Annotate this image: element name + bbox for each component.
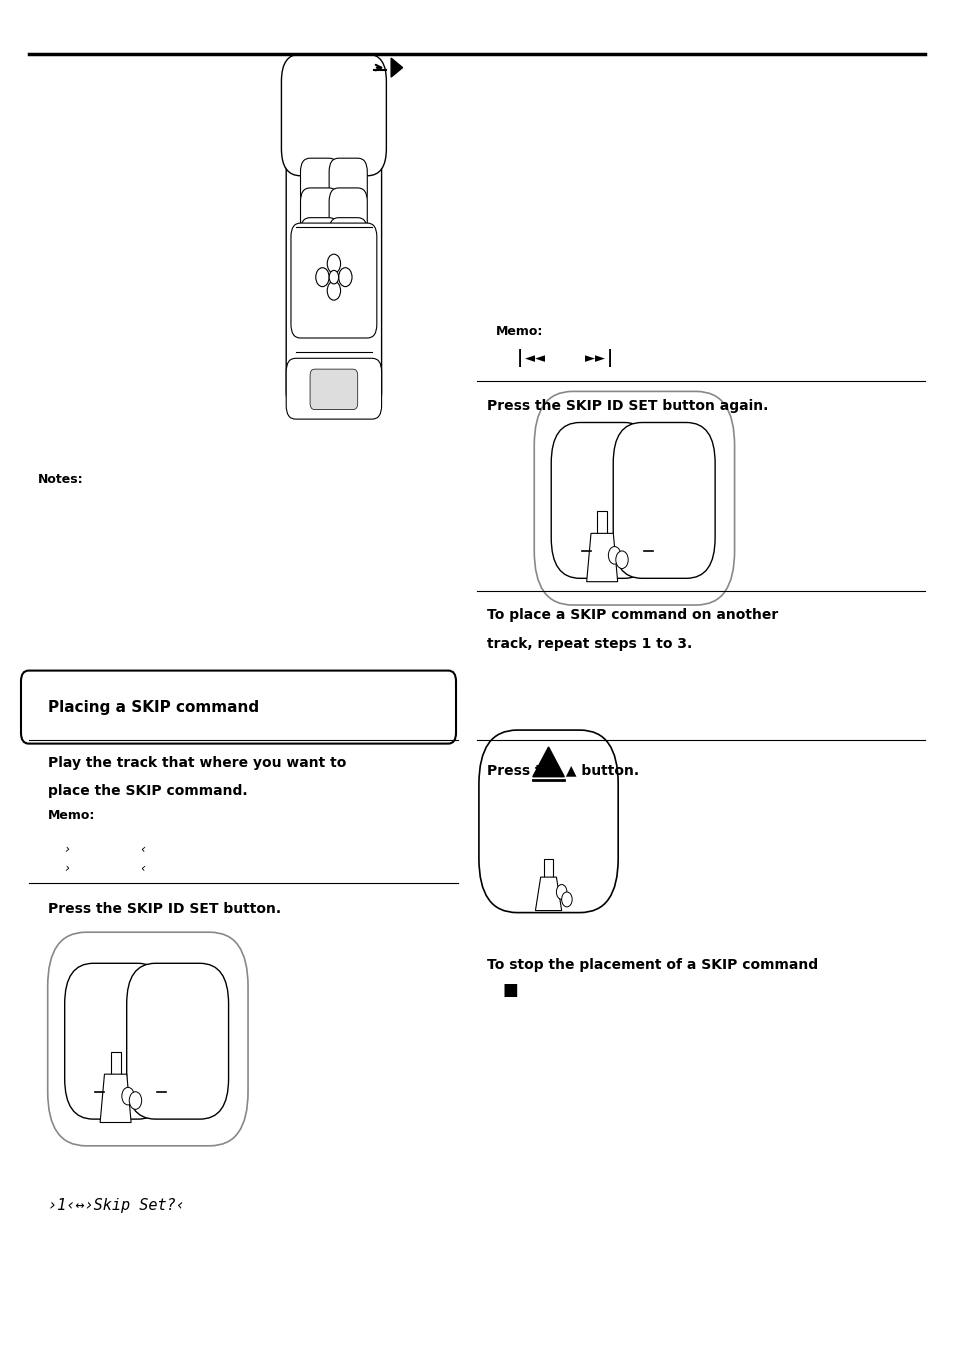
Circle shape (122, 1087, 134, 1105)
Text: To place a SKIP command on another: To place a SKIP command on another (486, 608, 777, 622)
Text: Memo:: Memo: (496, 324, 543, 338)
Circle shape (608, 546, 620, 564)
Polygon shape (544, 859, 552, 882)
Text: ■: ■ (502, 980, 517, 999)
Circle shape (561, 892, 572, 907)
FancyBboxPatch shape (300, 218, 338, 266)
Text: Press the ▲ button.: Press the ▲ button. (486, 764, 638, 777)
Circle shape (329, 270, 338, 284)
Text: ›: › (64, 861, 70, 875)
FancyBboxPatch shape (48, 933, 248, 1146)
Text: place the SKIP command.: place the SKIP command. (48, 784, 247, 798)
FancyBboxPatch shape (300, 188, 338, 237)
Text: |◄◄    ►►|: |◄◄ ►►| (515, 349, 615, 368)
FancyBboxPatch shape (281, 54, 386, 176)
FancyBboxPatch shape (329, 188, 367, 237)
Text: ‹: ‹ (140, 842, 146, 856)
Circle shape (315, 268, 329, 287)
FancyBboxPatch shape (286, 81, 381, 406)
Polygon shape (100, 1073, 131, 1122)
Polygon shape (111, 1052, 120, 1079)
Polygon shape (586, 534, 617, 581)
FancyBboxPatch shape (534, 392, 734, 606)
Text: Press the SKIP ID SET button again.: Press the SKIP ID SET button again. (486, 399, 767, 412)
Circle shape (556, 884, 566, 899)
FancyBboxPatch shape (291, 223, 376, 338)
Text: Notes:: Notes: (38, 473, 84, 487)
Text: Memo:: Memo: (48, 808, 95, 822)
Text: Press the SKIP ID SET button.: Press the SKIP ID SET button. (48, 902, 280, 915)
Text: ›1‹↔›Skip Set?‹: ›1‹↔›Skip Set?‹ (48, 1198, 184, 1214)
FancyBboxPatch shape (478, 730, 618, 913)
FancyBboxPatch shape (329, 218, 367, 266)
FancyBboxPatch shape (300, 158, 338, 207)
FancyBboxPatch shape (329, 247, 367, 296)
Text: Play the track that where you want to: Play the track that where you want to (48, 756, 346, 769)
Circle shape (327, 281, 340, 300)
Circle shape (616, 552, 627, 569)
FancyBboxPatch shape (310, 369, 357, 410)
Circle shape (130, 1092, 141, 1109)
FancyBboxPatch shape (300, 247, 338, 296)
FancyBboxPatch shape (551, 423, 653, 579)
Text: To stop the placement of a SKIP command: To stop the placement of a SKIP command (486, 959, 817, 972)
Polygon shape (391, 58, 402, 77)
Text: track, repeat steps 1 to 3.: track, repeat steps 1 to 3. (486, 637, 691, 650)
Circle shape (338, 268, 352, 287)
Polygon shape (532, 746, 563, 776)
Text: Placing a SKIP command: Placing a SKIP command (48, 699, 258, 715)
FancyBboxPatch shape (65, 963, 167, 1119)
Circle shape (327, 254, 340, 273)
Polygon shape (597, 511, 606, 538)
Polygon shape (535, 877, 561, 911)
FancyBboxPatch shape (286, 358, 381, 419)
FancyBboxPatch shape (613, 423, 715, 579)
FancyBboxPatch shape (329, 158, 367, 207)
FancyBboxPatch shape (127, 963, 229, 1119)
FancyBboxPatch shape (21, 671, 456, 744)
Text: ‹: ‹ (140, 861, 146, 875)
Text: ›: › (64, 842, 70, 856)
